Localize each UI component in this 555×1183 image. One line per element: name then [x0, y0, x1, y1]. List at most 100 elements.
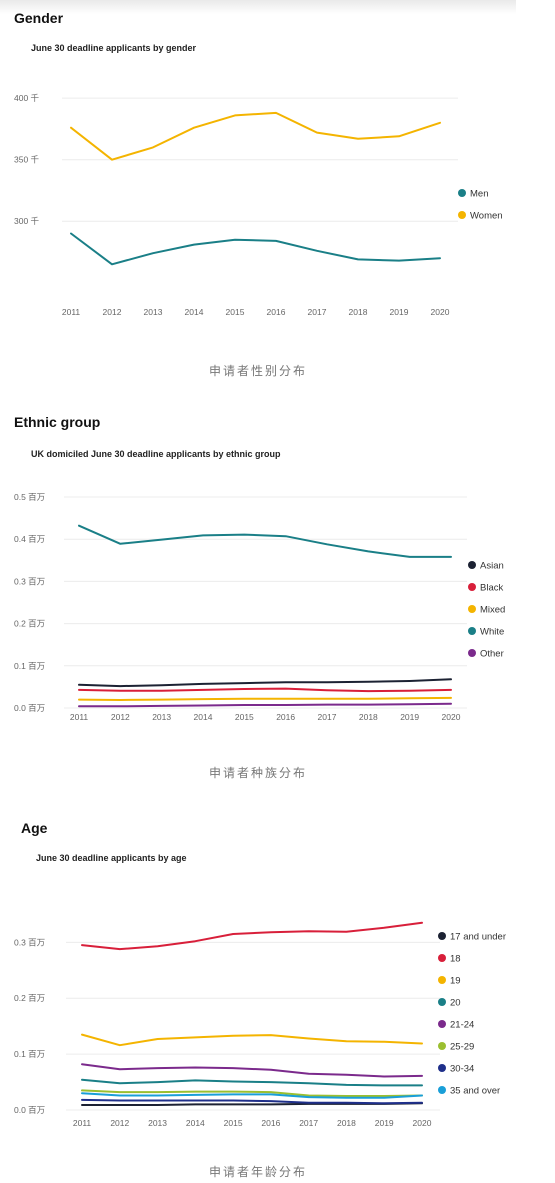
x-tick-label: 2011: [70, 712, 89, 722]
chart-title: UK domiciled June 30 deadline applicants…: [31, 449, 281, 459]
y-tick-label: 0.2 百万: [14, 993, 45, 1003]
x-tick-label: 2017: [308, 307, 327, 317]
series-line-19: [81, 1033, 423, 1047]
x-tick-label: 2015: [235, 712, 254, 722]
legend-marker: [468, 627, 476, 635]
x-tick-label: 2016: [276, 712, 295, 722]
y-tick-label: 0.4 百万: [14, 534, 45, 544]
y-tick-label: 300 千: [14, 216, 40, 226]
legend-marker: [438, 1042, 446, 1050]
x-tick-label: 2020: [413, 1118, 432, 1128]
x-tick-label: 2013: [144, 307, 163, 317]
ethnic-group-chart: 0.0 百万 0.1 百万 0.2 百万 0.3 百万 0.4 百万 0.5 百万 2011…: [14, 492, 505, 722]
y-tick-label: 350 千: [14, 155, 40, 165]
legend-label[interactable]: Asian: [480, 561, 504, 572]
legend-marker: [438, 998, 446, 1006]
x-tick-label: 2019: [390, 307, 409, 317]
x-tick-label: 2014: [186, 1118, 205, 1128]
legend-label[interactable]: 19: [450, 976, 461, 987]
x-tick-label: 2016: [267, 307, 286, 317]
gender-chart: 300 千 350 千 400 千 2011 2012 2013 2014 2015 2016 2…: [14, 93, 503, 317]
x-tick-label: 2020: [431, 307, 450, 317]
series-line-other: [78, 702, 452, 708]
legend-marker: [438, 954, 446, 962]
x-tick-label: 2017: [299, 1118, 318, 1128]
legend-label[interactable]: Men: [470, 189, 488, 200]
section-heading: Age: [21, 820, 48, 836]
legend-label[interactable]: 20: [450, 998, 461, 1009]
series-line-25-29: [81, 1089, 423, 1097]
series-line-black: [78, 687, 452, 693]
series-line-20: [81, 1078, 423, 1087]
legend-marker: [468, 649, 476, 657]
y-tick-label: 0.3 百万: [14, 937, 45, 947]
y-tick-label: 0.0 百万: [14, 1105, 45, 1115]
x-tick-label: 2020: [442, 712, 461, 722]
legend-marker: [468, 561, 476, 569]
legend-label[interactable]: 30-34: [450, 1064, 474, 1075]
x-tick-label: 2012: [111, 712, 130, 722]
legend-label[interactable]: Black: [480, 583, 503, 594]
x-tick-label: 2014: [185, 307, 204, 317]
legend-label[interactable]: 25-29: [450, 1042, 474, 1053]
legend-label[interactable]: Women: [470, 211, 503, 222]
chart-title: June 30 deadline applicants by gender: [31, 43, 197, 53]
series-line-35-and-over: [81, 1092, 423, 1099]
legend-label[interactable]: White: [480, 627, 504, 638]
y-tick-label: 0.2 百万: [14, 619, 45, 629]
legend-label[interactable]: 17 and under: [450, 932, 506, 943]
series-line-21-24: [81, 1063, 423, 1078]
x-tick-label: 2017: [318, 712, 337, 722]
x-tick-label: 2014: [194, 712, 213, 722]
y-tick-label: 0.5 百万: [14, 492, 45, 502]
legend-label[interactable]: 21-24: [450, 1020, 474, 1031]
series-line-men: [70, 232, 441, 266]
y-tick-label: 0.1 百万: [14, 661, 45, 671]
x-tick-label: 2011: [73, 1118, 92, 1128]
y-tick-label: 0.3 百万: [14, 576, 45, 586]
legend-marker: [438, 1020, 446, 1028]
legend-marker: [438, 1086, 446, 1094]
y-tick-label: 400 千: [14, 93, 40, 103]
x-tick-label: 2015: [224, 1118, 243, 1128]
section-heading: Ethnic group: [14, 414, 101, 430]
age-chart: 0.0 百万 0.1 百万 0.2 百万 0.3 百万 2011 2012 2013 2014…: [14, 921, 506, 1128]
series-line-30-34: [81, 1098, 423, 1105]
x-tick-label: 2018: [359, 712, 378, 722]
top-shadow-bar: [0, 0, 516, 14]
x-tick-label: 2018: [337, 1118, 356, 1128]
series-line-white: [78, 524, 452, 558]
ethnic-section: Ethnic group UK domiciled June 30 deadli…: [14, 414, 505, 780]
legend-marker: [438, 932, 446, 940]
legend-marker: [458, 211, 466, 219]
legend-marker: [458, 189, 466, 197]
legend-marker: [468, 605, 476, 613]
x-tick-label: 2013: [152, 712, 171, 722]
chart-caption: 申请者年龄分布: [208, 1165, 307, 1179]
legend-label[interactable]: 35 and over: [450, 1086, 500, 1097]
legend-label[interactable]: Other: [480, 649, 504, 660]
gender-section: Gender June 30 deadline applicants by ge…: [0, 0, 555, 390]
series-line-18: [81, 921, 423, 951]
section-heading: Gender: [14, 10, 64, 26]
x-tick-label: 2013: [148, 1118, 167, 1128]
x-tick-label: 2012: [103, 307, 122, 317]
series-line-women: [70, 111, 441, 161]
chart-title: June 30 deadline applicants by age: [36, 853, 187, 863]
x-tick-label: 2012: [110, 1118, 129, 1128]
legend-label[interactable]: 18: [450, 954, 461, 965]
x-tick-label: 2019: [375, 1118, 394, 1128]
x-tick-label: 2018: [349, 307, 368, 317]
legend-marker: [438, 1064, 446, 1072]
legend-marker: [438, 976, 446, 984]
x-tick-label: 2011: [62, 307, 81, 317]
series-line-asian: [78, 678, 452, 688]
legend-label[interactable]: Mixed: [480, 605, 505, 616]
y-tick-label: 0.0 百万: [14, 703, 45, 713]
x-tick-label: 2019: [400, 712, 419, 722]
chart-caption: 申请者性别分布: [208, 364, 307, 378]
x-tick-label: 2015: [226, 307, 245, 317]
legend-marker: [468, 583, 476, 591]
series-line-mixed: [78, 696, 452, 701]
